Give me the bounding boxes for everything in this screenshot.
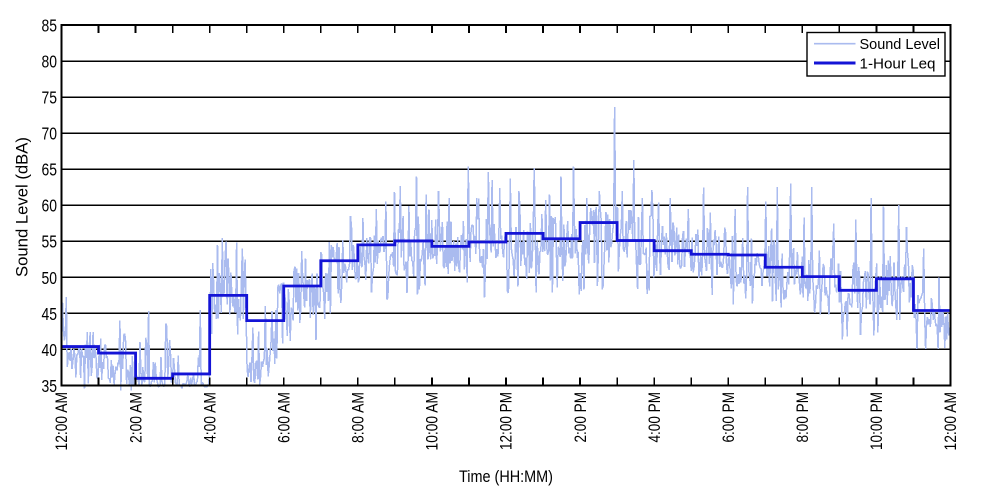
svg-text:Sound Level (dBA): Sound Level (dBA)	[14, 137, 32, 277]
svg-text:12:00 AM: 12:00 AM	[53, 392, 71, 451]
svg-text:2:00 PM: 2:00 PM	[572, 392, 590, 443]
svg-text:10:00 AM: 10:00 AM	[424, 392, 442, 451]
svg-text:8:00 PM: 8:00 PM	[794, 392, 812, 443]
svg-text:65: 65	[42, 160, 58, 180]
svg-text:Time (HH:MM): Time (HH:MM)	[459, 468, 553, 486]
svg-text:2:00 AM: 2:00 AM	[127, 392, 145, 443]
svg-text:55: 55	[42, 232, 58, 252]
svg-text:50: 50	[42, 268, 58, 288]
svg-text:10:00 PM: 10:00 PM	[868, 392, 886, 450]
svg-text:12:00 AM: 12:00 AM	[942, 392, 960, 451]
svg-text:75: 75	[42, 88, 58, 108]
svg-text:Sound Level: Sound Level	[860, 37, 941, 53]
svg-text:8:00 AM: 8:00 AM	[350, 392, 368, 443]
svg-text:80: 80	[42, 51, 58, 71]
svg-text:12:00 PM: 12:00 PM	[498, 392, 516, 450]
svg-text:60: 60	[42, 196, 58, 216]
svg-text:6:00 AM: 6:00 AM	[275, 392, 293, 443]
svg-text:85: 85	[42, 15, 58, 35]
svg-text:4:00 AM: 4:00 AM	[201, 392, 219, 443]
svg-text:45: 45	[42, 304, 58, 324]
svg-text:40: 40	[42, 340, 58, 360]
svg-text:6:00 PM: 6:00 PM	[720, 392, 738, 443]
svg-text:4:00 PM: 4:00 PM	[646, 392, 664, 443]
svg-text:1-Hour Leq: 1-Hour Leq	[860, 57, 936, 73]
svg-text:70: 70	[42, 124, 58, 144]
svg-text:35: 35	[42, 376, 58, 396]
